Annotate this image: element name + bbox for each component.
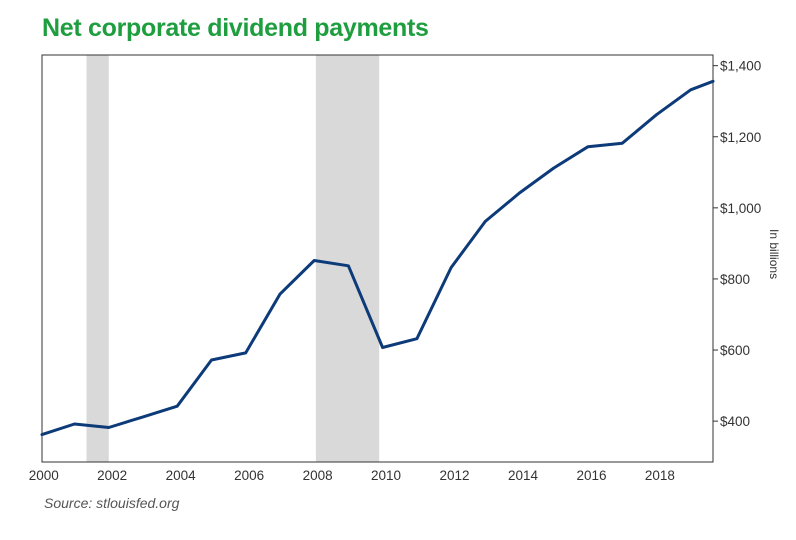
y-tick-label: $1,200 <box>720 130 761 145</box>
y-tick-label: $1,400 <box>720 59 761 74</box>
series-group <box>40 79 715 437</box>
y-tick-label: $1,000 <box>720 201 761 216</box>
y-tick-label: $400 <box>720 414 750 429</box>
x-tick-label: 2000 <box>29 468 59 483</box>
x-axis: 2000 2002 2004 2006 2008 2010 2012 2014 2016 2018 <box>29 468 675 483</box>
chart-title: Net corporate dividend payments <box>42 14 429 42</box>
x-tick-label: 2012 <box>440 468 470 483</box>
recession-band-1 <box>86 55 109 462</box>
recession-band-2 <box>315 55 380 462</box>
plot-frame <box>41 54 714 463</box>
y-axis-title: In billions <box>767 229 781 279</box>
x-tick-label: 2016 <box>576 468 606 483</box>
x-tick-label: 2014 <box>508 468 539 483</box>
x-tick-label: 2002 <box>97 468 127 483</box>
x-tick-label: 2006 <box>234 468 264 483</box>
recession-bands <box>86 55 380 462</box>
y-tick-label: $800 <box>720 272 750 287</box>
x-tick-label: 2010 <box>371 468 401 483</box>
x-tick-label: 2018 <box>645 468 675 483</box>
y-tick-label: $600 <box>720 343 750 358</box>
x-tick-label: 2004 <box>166 468 197 483</box>
y-axis: $400 $600 $800 $1,000 $1,200 $1,400 <box>713 59 761 429</box>
x-tick-label: 2008 <box>303 468 333 483</box>
source-note: Source: stlouisfed.org <box>44 495 180 511</box>
